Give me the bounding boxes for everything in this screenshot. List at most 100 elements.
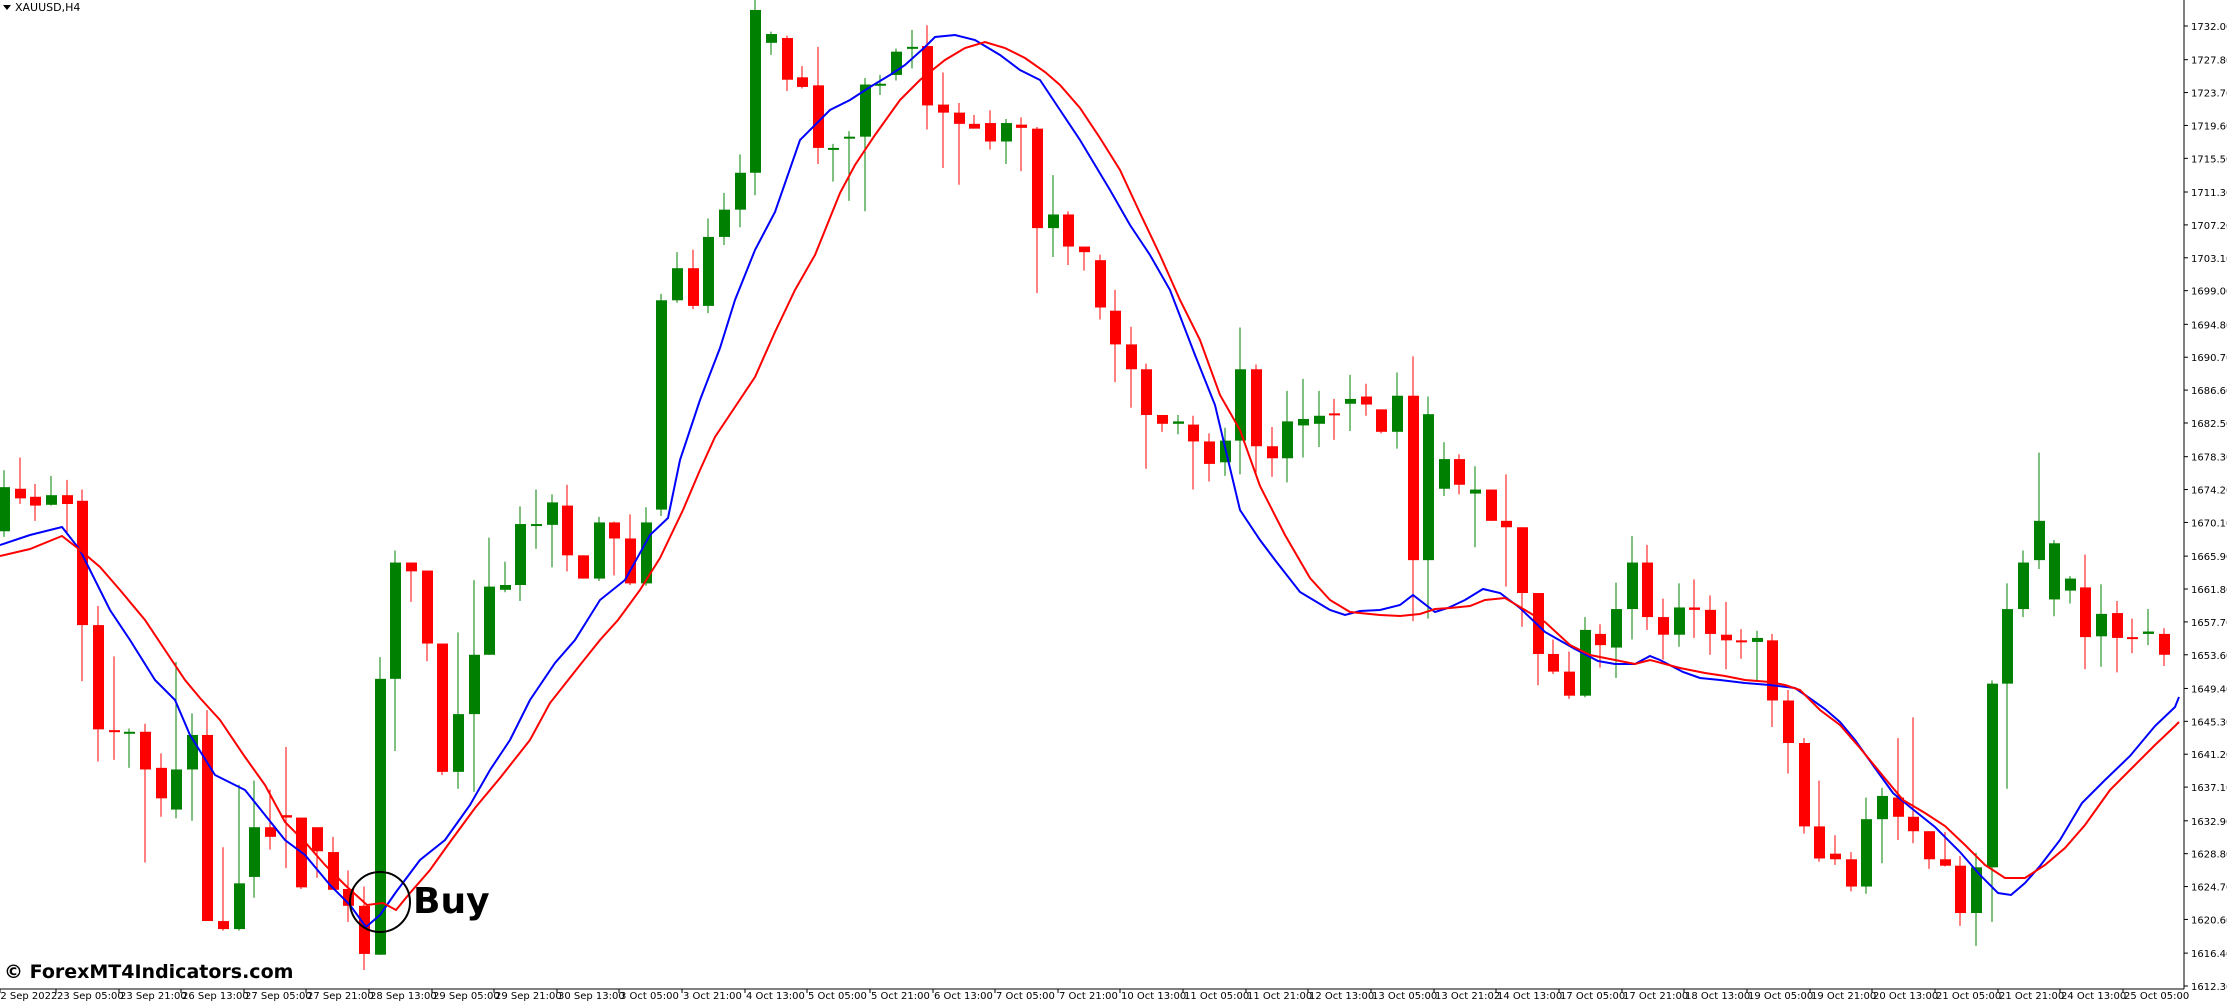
candle (2096, 584, 2107, 667)
time-tick-label: 22 Sep 2022 (0, 991, 57, 1001)
candle (1032, 127, 1043, 294)
price-tick-label: 1690.70 (2191, 353, 2227, 364)
candle (1830, 835, 1841, 865)
candle (1063, 211, 1074, 265)
candle (844, 131, 855, 201)
candle (437, 643, 448, 776)
price-tick-label: 1624.70 (2191, 883, 2227, 894)
candle (30, 483, 41, 521)
price-tick-label: 1665.90 (2191, 552, 2227, 563)
candle (1736, 629, 1747, 659)
candle (656, 293, 667, 517)
price-tick-label: 1694.80 (2191, 320, 2227, 331)
candle (1423, 396, 1434, 619)
time-tick-label: 11 Oct 21:00 (1247, 991, 1312, 1001)
candle (422, 570, 433, 662)
candle (1924, 831, 1935, 869)
price-tick-label: 1686.60 (2191, 386, 2227, 397)
price-tick-label: 1649.40 (2191, 684, 2227, 695)
price-tick-label: 1699.00 (2191, 287, 2227, 298)
candle (1501, 474, 1512, 587)
candle (202, 710, 213, 922)
time-tick-label: 28 Sep 13:00 (370, 991, 437, 1001)
candle (1361, 383, 1372, 416)
candle (2018, 550, 2029, 618)
candle (1314, 390, 1325, 448)
time-tick-label: 27 Sep 21:00 (307, 991, 374, 1001)
symbol-label[interactable]: XAUUSD,H4 (3, 1, 80, 14)
candle (875, 74, 886, 95)
candle (2143, 609, 2154, 646)
candle (1204, 433, 1215, 482)
candle (1533, 593, 1544, 686)
candle (1376, 409, 1387, 434)
time-tick-label: 18 Oct 13:00 (1685, 991, 1750, 1001)
time-tick-label: 5 Oct 21:00 (871, 991, 930, 1001)
candle (828, 143, 839, 182)
price-tick-label: 1653.60 (2191, 651, 2227, 662)
time-tick-label: 23 Sep 05:00 (57, 991, 124, 1001)
price-tick-label: 1678.30 (2191, 453, 2227, 464)
time-tick-label: 25 Oct 05:00 (2124, 991, 2189, 1001)
candle (1877, 787, 1888, 864)
candle (2049, 540, 2060, 617)
candle (985, 110, 996, 150)
price-tick-label: 1641.20 (2191, 750, 2227, 761)
price-tick-label: 1727.80 (2191, 56, 2227, 67)
candle (218, 847, 229, 931)
time-tick-label: 7 Oct 05:00 (996, 991, 1055, 1001)
price-axis[interactable]: 1732.00 1727.80 1723.70 1719.60 1715.50 1711.… (2183, 0, 2227, 993)
candle (484, 537, 495, 655)
candle (750, 0, 761, 196)
price-tick-label: 1637.10 (2191, 783, 2227, 794)
watermark-text: © ForexMT4Indicators.com (4, 961, 294, 983)
candle (1955, 856, 1966, 926)
price-tick-label: 1707.20 (2191, 221, 2227, 232)
candle (766, 31, 777, 55)
candle (1298, 378, 1309, 458)
candle (1267, 427, 1278, 477)
time-tick-label: 21 Oct 05:00 (1936, 991, 2001, 1001)
candle (343, 870, 354, 922)
candle (1001, 119, 1012, 164)
time-tick-label: 4 Oct 13:00 (746, 991, 805, 1001)
candle (719, 192, 730, 245)
candle (375, 657, 386, 955)
time-tick-label: 10 Oct 13:00 (1121, 991, 1186, 1001)
candle (234, 784, 245, 931)
candle (1705, 595, 1716, 655)
candle (1454, 454, 1465, 495)
candle (688, 249, 699, 310)
candle (954, 102, 965, 185)
time-tick-label: 14 Oct 13:00 (1497, 991, 1562, 1001)
time-tick-label: 6 Oct 13:00 (934, 991, 993, 1001)
time-tick-label: 11 Oct 05:00 (1184, 991, 1249, 1001)
candle (2080, 554, 2091, 670)
candle (1814, 780, 1825, 862)
price-tick-label: 1612.30 (2191, 982, 2227, 993)
candle (1016, 117, 1027, 172)
candle (515, 506, 526, 602)
candle (641, 507, 652, 586)
candle (1439, 442, 1450, 496)
price-tick-label: 1657.70 (2191, 618, 2227, 629)
candle (547, 494, 558, 568)
triangle-down-icon[interactable] (3, 5, 11, 10)
time-tick-label: 13 Oct 21:02 (1435, 991, 1500, 1001)
candle (797, 66, 808, 89)
candle (1987, 680, 1998, 922)
candle (782, 35, 793, 91)
candle (15, 457, 26, 504)
price-tick-label: 1670.10 (2191, 518, 2227, 529)
candle (500, 561, 511, 593)
candle (140, 723, 151, 863)
time-tick-label: 5 Oct 05:00 (808, 991, 867, 1001)
candle (2002, 583, 2013, 789)
candle (281, 747, 292, 869)
candle (2159, 628, 2170, 666)
candle (62, 479, 73, 534)
candle (1392, 372, 1403, 449)
